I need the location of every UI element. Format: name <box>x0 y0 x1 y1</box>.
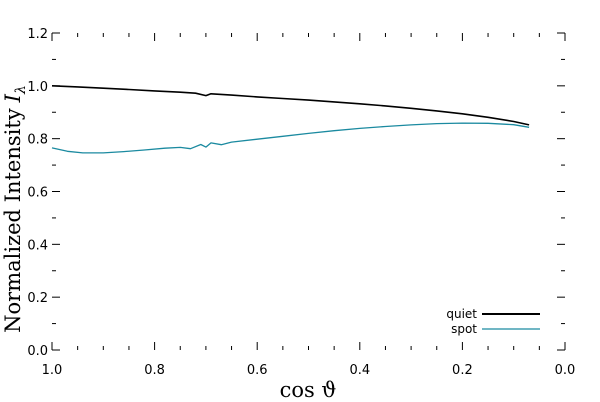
y-tick-label: 0.4 <box>27 238 48 253</box>
y-axis-title: Normalized IntensityIλ <box>1 85 29 333</box>
axis-ticks <box>51 32 566 351</box>
y-tick-label: 0.8 <box>27 133 48 148</box>
y-tick-label: 0.2 <box>27 291 48 306</box>
legend-label-quiet: quiet <box>446 307 477 321</box>
legend-label-spot: spot <box>451 322 477 336</box>
y-tick-label: 1.2 <box>27 27 48 42</box>
x-tick-label: 1.0 <box>42 363 63 378</box>
tick-labels: 1.0 0.8 0.6 0.4 0.2 0.0 0.0 0.2 0.4 0.6 0.8 1.0 1.2 <box>27 27 575 378</box>
x-tick-label: 0.2 <box>452 363 473 378</box>
y-tick-label: 0.0 <box>27 344 48 359</box>
series-line-spot <box>51 122 530 154</box>
legend: quiet spot <box>446 307 540 336</box>
x-tick-label: 0.4 <box>349 363 370 378</box>
series-lines <box>51 85 530 154</box>
y-tick-label: 1.0 <box>27 80 48 95</box>
x-axis-title: cos ϑ <box>280 378 337 402</box>
x-tick-label: 0.8 <box>144 363 165 378</box>
x-tick-label: 0.0 <box>555 363 576 378</box>
y-tick-label: 0.6 <box>27 186 48 201</box>
x-tick-label: 0.6 <box>247 363 268 378</box>
series-line-quiet <box>51 85 530 126</box>
